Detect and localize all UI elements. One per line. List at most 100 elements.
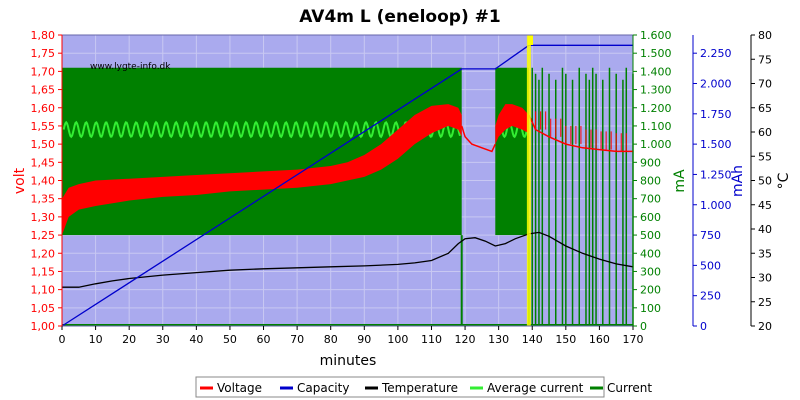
temperature-axis-tick-label: 20 xyxy=(758,320,772,333)
temperature-axis-tick-label: 60 xyxy=(758,126,772,139)
current-axis-tick-label: 1.300 xyxy=(640,84,672,97)
current-axis-tick-label: 400 xyxy=(640,247,661,260)
temperature-axis-tick-label: 55 xyxy=(758,150,772,163)
voltage-axis-tick-label: 1,50 xyxy=(31,138,56,151)
voltage-band xyxy=(495,104,529,145)
voltage-band xyxy=(62,104,462,236)
capacity-axis-tick-label: 0 xyxy=(700,320,707,333)
voltage-axis-tick-label: 1,35 xyxy=(31,193,56,206)
series-layer xyxy=(61,35,634,327)
capacity-axis-tick-label: 1.750 xyxy=(700,108,732,121)
x-axis-label: minutes xyxy=(320,353,377,369)
x-tick-label: 160 xyxy=(589,333,610,346)
capacity-axis-tick-label: 2.000 xyxy=(700,78,732,91)
voltage-axis-tick-label: 1,25 xyxy=(31,229,56,242)
x-tick-label: 110 xyxy=(421,333,442,346)
voltage-axis-tick-label: 1,05 xyxy=(31,302,56,315)
legend-label: Capacity xyxy=(297,381,349,395)
capacity-axis-label: mAh xyxy=(730,165,746,197)
average-current-line xyxy=(62,120,461,139)
x-axis: 0 10 20 30 40 50 60 70 80 90 100 110 120 130 140 150 160… xyxy=(59,326,644,346)
legend-box xyxy=(195,376,605,398)
temperature-line xyxy=(62,231,634,288)
legend-label: Average current xyxy=(487,381,584,395)
current-axis-tick-label: 1.600 xyxy=(640,29,672,42)
x-tick-label: 120 xyxy=(455,333,476,346)
voltage-axis-tick-label: 1,60 xyxy=(31,102,56,115)
current-axis-tick-label: 500 xyxy=(640,229,661,242)
current-axis-tick-label: 600 xyxy=(640,211,661,224)
yellow-marker xyxy=(528,35,533,45)
x-tick-label: 60 xyxy=(257,333,271,346)
voltage-axis-tick-label: 1,75 xyxy=(31,47,56,60)
x-tick-label: 20 xyxy=(122,333,136,346)
legend-label: Current xyxy=(607,381,652,395)
current-axis-tick-label: 300 xyxy=(640,265,661,278)
temperature-axis-tick-label: 50 xyxy=(758,175,772,188)
voltage-axis-tick-label: 1,10 xyxy=(31,284,56,297)
legend-label: Temperature xyxy=(381,381,458,395)
x-tick-label: 100 xyxy=(387,333,408,346)
capacity-axis: 0 250 500 750 1.000 1.250 1.500 1.750 2.000 2.250 xyxy=(692,35,732,333)
current-axis-tick-label: 900 xyxy=(640,156,661,169)
voltage-axis-tick-label: 1,45 xyxy=(31,156,56,169)
legend: Voltage Capacity Temperature Average curren… xyxy=(195,376,652,398)
voltage-axis: 1,00 1,05 1,10 1,15 1,20 1,25 1,30 1,35 1,40 1,45… xyxy=(31,29,63,333)
temperature-axis-label: °C xyxy=(776,172,792,189)
x-tick-label: 0 xyxy=(59,333,66,346)
x-tick-label: 50 xyxy=(223,333,237,346)
temperature-axis-tick-label: 25 xyxy=(758,296,772,309)
voltage-axis-tick-label: 1,00 xyxy=(31,320,56,333)
x-tick-label: 90 xyxy=(357,333,371,346)
yellow-marker-line xyxy=(526,35,531,326)
current-axis-tick-label: 1.400 xyxy=(640,65,672,78)
chart-title: AV4m L (eneloop) #1 xyxy=(299,7,500,27)
temperature-axis-tick-label: 70 xyxy=(758,78,772,91)
voltage-axis-tick-label: 1,20 xyxy=(31,247,56,260)
capacity-axis-tick-label: 500 xyxy=(700,259,721,272)
x-tick-label: 10 xyxy=(89,333,103,346)
voltage-axis-tick-label: 1,30 xyxy=(31,211,56,224)
current-axis-tick-label: 800 xyxy=(640,175,661,188)
x-tick-label: 70 xyxy=(290,333,304,346)
temperature-axis-tick-label: 45 xyxy=(758,199,772,212)
x-tick-label: 30 xyxy=(156,333,170,346)
temperature-axis-tick-label: 65 xyxy=(758,102,772,115)
watermark: www.lygte-info.dk xyxy=(90,62,171,72)
voltage-axis-tick-label: 1,65 xyxy=(31,84,56,97)
voltage-axis-tick-label: 1,80 xyxy=(31,29,56,42)
voltage-axis-tick-label: 1,15 xyxy=(31,265,56,278)
x-tick-label: 150 xyxy=(555,333,576,346)
voltage-axis-tick-label: 1,55 xyxy=(31,120,56,133)
temperature-axis-tick-label: 75 xyxy=(758,53,772,66)
temperature-axis-tick-label: 30 xyxy=(758,272,772,285)
voltage-axis-label: volt xyxy=(12,167,28,194)
current-axis-tick-label: 1.100 xyxy=(640,120,672,133)
voltage-line xyxy=(460,125,496,153)
current-axis-tick-label: 200 xyxy=(640,284,661,297)
x-tick-label: 40 xyxy=(189,333,203,346)
temperature-axis-tick-label: 40 xyxy=(758,223,772,236)
capacity-axis-tick-label: 1.000 xyxy=(700,199,732,212)
capacity-axis-tick-label: 750 xyxy=(700,229,721,242)
voltage-axis-tick-label: 1,70 xyxy=(31,65,56,78)
voltage-axis-tick-label: 1,40 xyxy=(31,175,56,188)
capacity-axis-tick-label: 1.500 xyxy=(700,138,732,151)
current-axis-tick-label: 1.500 xyxy=(640,47,672,60)
temperature-axis: 20 25 30 35 40 45 50 55 60 65 70 75 80 xyxy=(750,29,772,333)
current-axis-tick-label: 700 xyxy=(640,193,661,206)
current-axis-tick-label: 1.000 xyxy=(640,138,672,151)
current-block xyxy=(495,67,529,236)
capacity-axis-tick-label: 250 xyxy=(700,290,721,303)
x-tick-label: 140 xyxy=(522,333,543,346)
temperature-axis-tick-label: 80 xyxy=(758,29,772,42)
x-tick-label: 80 xyxy=(324,333,338,346)
legend-label: Voltage xyxy=(217,381,262,395)
capacity-axis-tick-label: 1.250 xyxy=(700,168,732,181)
current-axis-tick-label: 100 xyxy=(640,302,661,315)
capacity-line xyxy=(61,44,633,327)
current-axis: 0 100 200 300 400 500 600 700 800 900 1.000 1.100 1.… xyxy=(632,29,672,333)
capacity-axis-tick-label: 2.250 xyxy=(700,47,732,60)
voltage-line xyxy=(528,114,633,153)
